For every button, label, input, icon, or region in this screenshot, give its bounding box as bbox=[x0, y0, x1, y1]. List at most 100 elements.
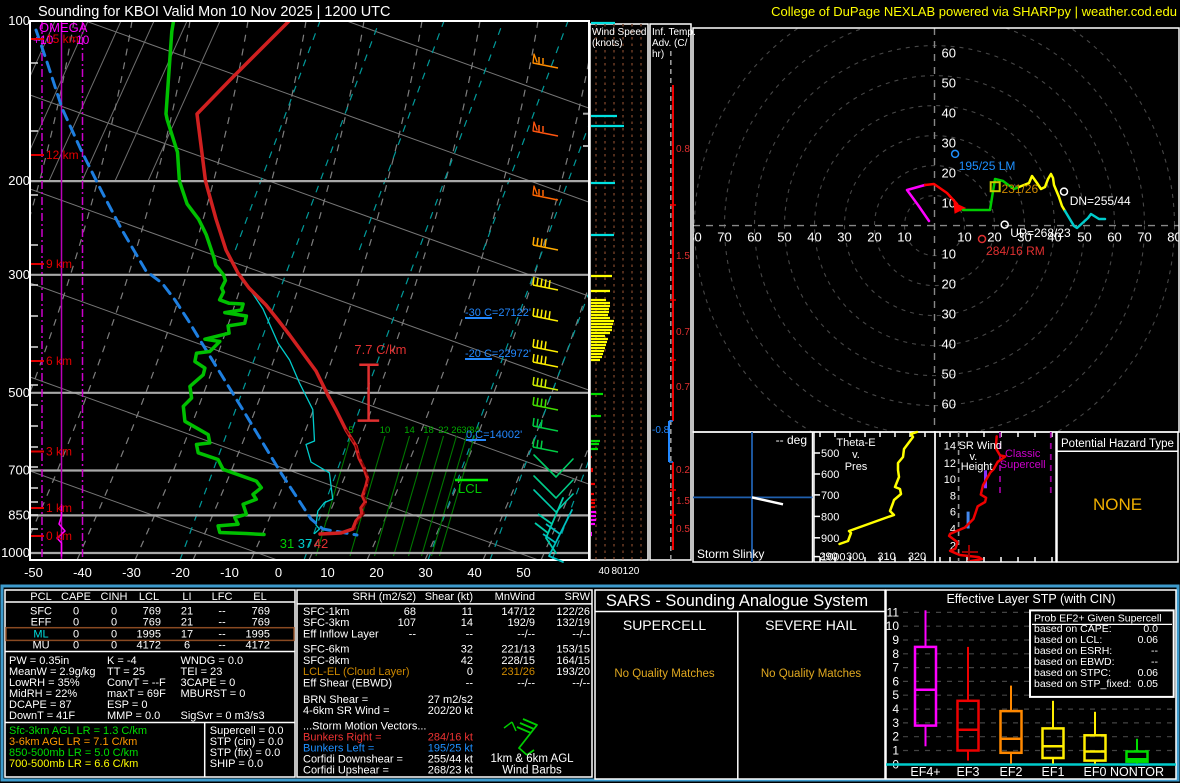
svg-text:SFC-3km: SFC-3km bbox=[303, 617, 349, 629]
svg-text:0.8: 0.8 bbox=[676, 144, 690, 155]
svg-text:MnWind: MnWind bbox=[495, 591, 535, 603]
svg-text:EF3: EF3 bbox=[957, 765, 980, 779]
svg-text:--: -- bbox=[218, 617, 226, 629]
svg-text:12 km: 12 km bbox=[46, 148, 79, 162]
svg-text:SRW: SRW bbox=[565, 591, 591, 603]
svg-text:TEI = 23: TEI = 23 bbox=[181, 666, 223, 678]
svg-text:MMP = 0.0: MMP = 0.0 bbox=[107, 710, 160, 722]
svg-text:40: 40 bbox=[942, 106, 956, 121]
svg-text:SRH (m2/s2): SRH (m2/s2) bbox=[352, 591, 416, 603]
svg-text:4: 4 bbox=[892, 702, 899, 716]
svg-text:17: 17 bbox=[181, 628, 193, 640]
svg-text:MU: MU bbox=[32, 640, 49, 652]
svg-text:0.05: 0.05 bbox=[1138, 678, 1159, 690]
svg-text:34: 34 bbox=[469, 425, 480, 436]
svg-text:Bunkers Left =: Bunkers Left = bbox=[303, 743, 374, 755]
svg-text:202/20 kt: 202/20 kt bbox=[428, 705, 473, 717]
svg-text:--: -- bbox=[1151, 656, 1158, 668]
svg-text:30: 30 bbox=[418, 565, 432, 580]
svg-text:20: 20 bbox=[369, 565, 383, 580]
svg-text:--: -- bbox=[218, 606, 226, 618]
svg-text:60: 60 bbox=[747, 230, 761, 245]
svg-text:-20: -20 bbox=[171, 565, 190, 580]
svg-text:37: 37 bbox=[298, 536, 312, 551]
svg-text:3CAPE = 0: 3CAPE = 0 bbox=[181, 677, 236, 689]
svg-text:10: 10 bbox=[320, 565, 334, 580]
svg-text:42: 42 bbox=[314, 536, 328, 551]
svg-text:SFC-1km: SFC-1km bbox=[303, 606, 349, 618]
svg-text:LCL: LCL bbox=[139, 591, 159, 603]
svg-text:40: 40 bbox=[807, 230, 821, 245]
svg-text:Supercell = 0.0: Supercell = 0.0 bbox=[210, 725, 284, 737]
svg-text:based on STP_fixed:: based on STP_fixed: bbox=[1034, 678, 1131, 690]
svg-text:--/--: --/-- bbox=[517, 678, 535, 690]
svg-text:221/13: 221/13 bbox=[501, 643, 535, 655]
svg-text:228/15: 228/15 bbox=[501, 655, 535, 667]
svg-text:0: 0 bbox=[111, 628, 117, 640]
svg-text:21: 21 bbox=[181, 617, 193, 629]
svg-text:Sounding for KBOI Valid Mon 1: Sounding for KBOI Valid Mon 10 Nov 2025 … bbox=[38, 4, 391, 20]
svg-text:Prob EF2+ Given Supercell: Prob EF2+ Given Supercell bbox=[1034, 613, 1162, 625]
svg-text:231/26: 231/26 bbox=[1002, 182, 1039, 196]
svg-text:v.: v. bbox=[970, 451, 978, 463]
svg-text:Storm Slinky: Storm Slinky bbox=[697, 547, 764, 561]
svg-text:769: 769 bbox=[252, 617, 270, 629]
svg-text:0: 0 bbox=[467, 666, 473, 678]
svg-text:10: 10 bbox=[886, 619, 900, 633]
svg-text:0.0: 0.0 bbox=[1143, 623, 1158, 635]
svg-text:80: 80 bbox=[687, 230, 701, 245]
svg-text:BRN Shear =: BRN Shear = bbox=[303, 694, 368, 706]
svg-text:0: 0 bbox=[111, 617, 117, 629]
svg-text:DCAPE = 87: DCAPE = 87 bbox=[9, 699, 72, 711]
svg-text:Pres: Pres bbox=[845, 461, 868, 473]
svg-text:10: 10 bbox=[380, 425, 391, 436]
svg-text:800: 800 bbox=[821, 511, 839, 523]
svg-text:900: 900 bbox=[821, 533, 839, 545]
svg-text:22: 22 bbox=[438, 425, 449, 436]
svg-text:3-6km AGL LR = 7.1 C/km: 3-6km AGL LR = 7.1 C/km bbox=[9, 736, 137, 748]
svg-text:ML: ML bbox=[33, 628, 48, 640]
svg-text:68: 68 bbox=[404, 606, 416, 618]
svg-text:6: 6 bbox=[950, 507, 956, 519]
svg-text:-20 C=22972': -20 C=22972' bbox=[465, 348, 531, 360]
svg-text:0: 0 bbox=[111, 606, 117, 618]
svg-text:30: 30 bbox=[942, 307, 956, 322]
svg-text:153/15: 153/15 bbox=[556, 643, 590, 655]
svg-text:based on STPC:: based on STPC: bbox=[1034, 667, 1111, 679]
svg-text:9: 9 bbox=[892, 633, 899, 647]
svg-text:--/--: --/-- bbox=[517, 628, 535, 640]
svg-text:0.5: 0.5 bbox=[676, 524, 690, 535]
svg-text:-10: -10 bbox=[220, 565, 239, 580]
svg-text:1km & 6km AGL: 1km & 6km AGL bbox=[490, 753, 574, 765]
svg-text:20: 20 bbox=[942, 166, 956, 181]
svg-text:MBURST = 0: MBURST = 0 bbox=[181, 688, 246, 700]
svg-text:DownT = 41F: DownT = 41F bbox=[9, 710, 75, 722]
svg-text:based on EBWD:: based on EBWD: bbox=[1034, 656, 1115, 668]
svg-text:LCL: LCL bbox=[458, 481, 482, 496]
svg-text:0.06: 0.06 bbox=[1138, 667, 1159, 679]
svg-text:11: 11 bbox=[462, 606, 473, 618]
svg-text:10: 10 bbox=[897, 230, 911, 245]
svg-text:769: 769 bbox=[143, 617, 161, 629]
svg-text:30: 30 bbox=[837, 230, 851, 245]
svg-text:0 C=14002': 0 C=14002' bbox=[466, 429, 522, 441]
svg-text:300: 300 bbox=[8, 267, 30, 282]
svg-text:Wind Barbs: Wind Barbs bbox=[502, 765, 562, 777]
svg-text:OMEGA: OMEGA bbox=[39, 20, 88, 35]
svg-text:769: 769 bbox=[252, 606, 270, 618]
svg-text:--: -- bbox=[466, 628, 474, 640]
svg-text:20: 20 bbox=[867, 230, 881, 245]
svg-text:31: 31 bbox=[280, 536, 294, 551]
svg-text:1.5: 1.5 bbox=[676, 496, 690, 507]
svg-text:1000: 1000 bbox=[821, 552, 845, 564]
svg-text:769: 769 bbox=[143, 606, 161, 618]
svg-text:EF1: EF1 bbox=[1042, 765, 1065, 779]
svg-text:5: 5 bbox=[892, 688, 899, 702]
svg-text:v.: v. bbox=[852, 449, 860, 461]
svg-text:8: 8 bbox=[892, 647, 899, 661]
svg-text:Bunkers Right =: Bunkers Right = bbox=[303, 732, 382, 744]
svg-text:600: 600 bbox=[821, 469, 839, 481]
svg-text:300: 300 bbox=[846, 551, 864, 563]
svg-text:...Storm Motion Vectors...: ...Storm Motion Vectors... bbox=[303, 721, 427, 733]
svg-text:200: 200 bbox=[8, 173, 30, 188]
